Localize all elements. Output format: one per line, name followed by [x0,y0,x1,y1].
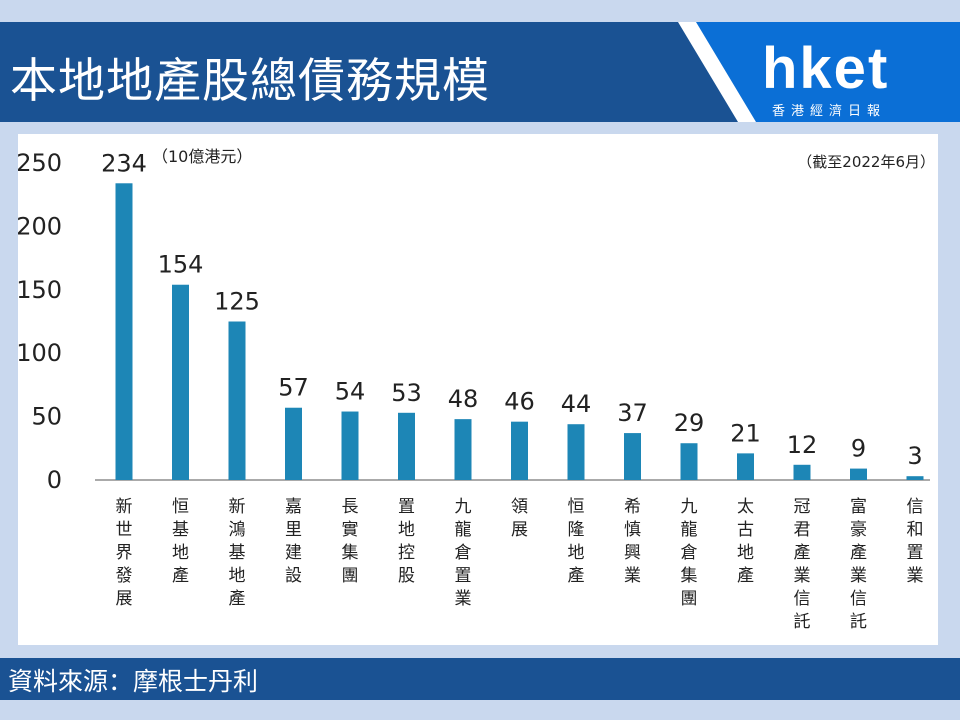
data-label: 9 [851,435,866,463]
bar [454,419,472,480]
data-label: 57 [278,374,309,402]
category-label: 九龍倉置業 [455,497,472,609]
category-label: 新世界發展 [116,497,133,609]
bar [172,284,189,480]
source-note: 資料來源：摩根士丹利 [8,667,259,696]
logo-subtitle: 香港經濟日報 [772,104,887,119]
data-label: 48 [448,385,479,413]
bar [115,183,133,480]
bar [624,433,641,480]
bar [567,424,585,480]
header-band [0,22,740,122]
category-label: 領展 [511,497,528,540]
bar [793,464,811,480]
bar [341,411,359,480]
data-label: 46 [504,388,535,416]
date-note: （截至2022年6月） [797,153,935,171]
y-tick-label: 250 [16,149,62,177]
category-label: 恒基地產 [172,497,189,586]
y-tick-label: 150 [16,276,62,304]
bar [511,421,528,480]
category-label: 嘉里建設 [285,497,302,586]
unit-note: （10億港元） [152,147,252,166]
data-label: 21 [730,419,761,447]
category-label: 長實集團 [342,497,359,586]
category-label: 九龍倉集團 [681,497,698,609]
bar [398,412,415,480]
y-tick-label: 200 [16,212,62,240]
category-label: 恒隆地產 [568,497,585,586]
category-label: 希慎興業 [624,497,641,586]
bar [285,407,302,480]
chart-panel [18,134,938,645]
category-label: 太古地產 [737,497,754,586]
category-label: 富豪產業信託 [850,497,867,632]
bar [680,443,698,480]
category-label: 信和置業 [907,497,924,586]
data-label: 234 [101,149,147,177]
footer: 資料來源：摩根士丹利 [0,658,960,700]
data-label: 12 [787,431,818,459]
data-label: 53 [391,379,422,407]
y-tick-label: 50 [31,403,62,431]
category-label: 冠君產業信託 [794,497,811,632]
bar [850,468,867,480]
bar [906,476,924,480]
data-label: 3 [907,442,922,470]
data-label: 154 [158,251,204,279]
data-label: 29 [674,409,705,437]
category-label: 新鴻基地產 [229,497,246,609]
data-label: 125 [214,288,260,316]
page-title: 本地地產股總債務規模 [10,54,490,109]
data-label: 44 [561,390,592,418]
data-label: 54 [335,378,366,406]
y-tick-label: 0 [47,466,62,494]
hket-logo: hket [762,36,890,101]
y-tick-label: 100 [16,339,62,367]
bar [737,453,754,480]
category-label: 置地控股 [398,497,415,586]
data-label: 37 [617,399,648,427]
header: 本地地產股總債務規模 hket 香港經濟日報 [0,22,960,122]
bar [228,321,246,480]
